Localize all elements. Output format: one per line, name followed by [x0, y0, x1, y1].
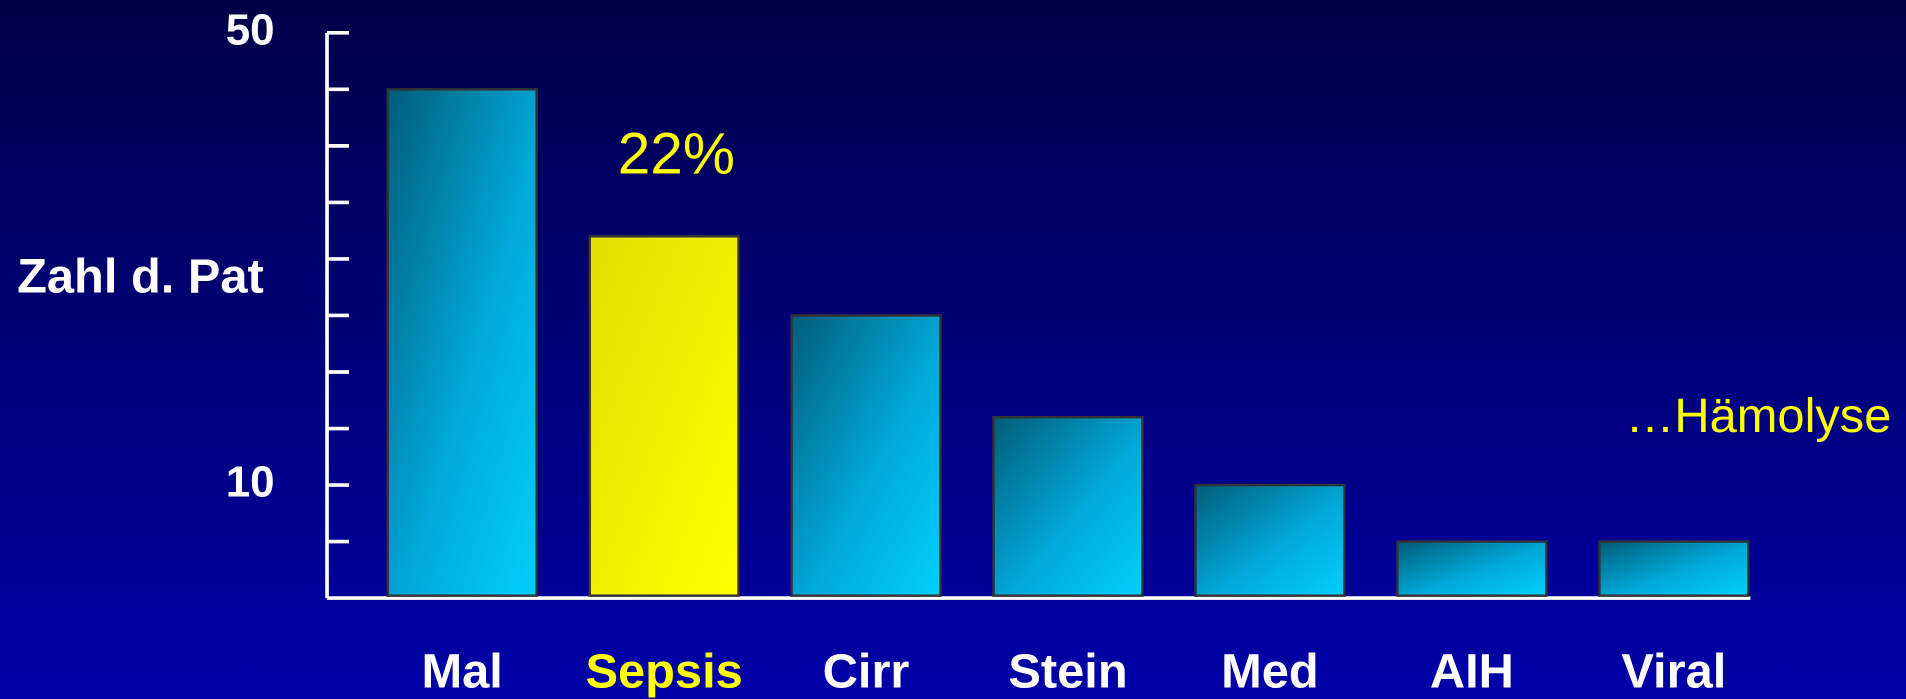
- bar: [992, 415, 1144, 597]
- x-tick-label: Cirr: [823, 645, 910, 699]
- y-tick-label: 10: [226, 458, 275, 507]
- y-axis-label: Zahl d. Pat: [17, 250, 264, 304]
- bar: [588, 235, 740, 597]
- bar: [1598, 540, 1750, 597]
- bar: [1194, 483, 1346, 597]
- bar: [1396, 540, 1548, 597]
- bar: [386, 88, 538, 597]
- x-tick-label: AIH: [1430, 645, 1514, 699]
- y-tick-label: 50: [226, 5, 275, 54]
- x-tick-label: Mal: [421, 645, 502, 699]
- x-tick-label: Stein: [1008, 645, 1127, 699]
- x-tick-label: Sepsis: [585, 645, 742, 699]
- x-tick-label: Viral: [1621, 645, 1726, 699]
- annotation: 22%: [618, 122, 735, 187]
- bar: [790, 314, 942, 597]
- annotation: …Hämolyse: [1626, 389, 1892, 443]
- x-tick-label: Med: [1221, 645, 1319, 699]
